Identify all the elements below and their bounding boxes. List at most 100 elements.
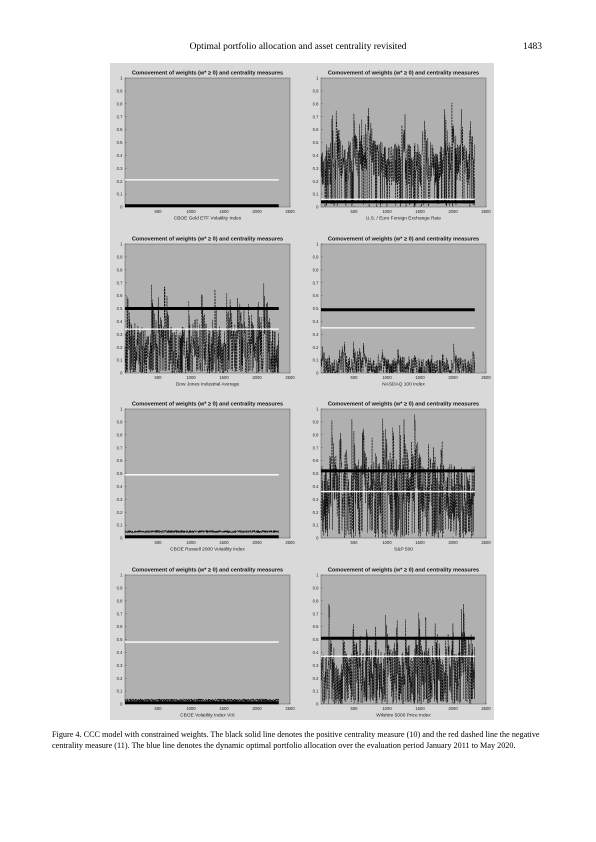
chart-svg: Comovement of weights (w* ≥ 0) and centr…: [313, 402, 492, 553]
y-tick-label: 0.9: [313, 89, 319, 94]
y-tick-label: 1: [120, 573, 123, 578]
y-tick-label: 0.5: [117, 637, 123, 642]
x-tick-label: 1500: [415, 375, 425, 380]
chart-svg: Comovement of weights (w* ≥ 0) and centr…: [117, 402, 296, 553]
x-tick-label: 500: [351, 706, 359, 711]
x-tick-label: 2500: [285, 209, 295, 214]
y-tick-label: 0.8: [313, 432, 319, 437]
y-tick-label: 0.1: [117, 523, 123, 528]
y-tick-label: 0.6: [313, 458, 319, 463]
running-title: Optimal portfolio allocation and asset c…: [189, 42, 407, 52]
y-tick-label: 1: [316, 242, 319, 247]
x-tick-label: 500: [155, 540, 163, 545]
x-tick-label: 2500: [285, 706, 295, 711]
plot-6: Comovement of weights (w* ≥ 0) and centr…: [308, 397, 494, 555]
chart-title: Comovement of weights (w* ≥ 0) and centr…: [132, 71, 283, 77]
chart-svg: Comovement of weights (w* ≥ 0) and centr…: [313, 237, 492, 388]
plot-5: Comovement of weights (w* ≥ 0) and centr…: [112, 397, 298, 555]
y-tick-label: 0.5: [117, 471, 123, 476]
y-tick-label: 0.3: [313, 663, 319, 668]
plot-1: Comovement of weights (w* ≥ 0) and centr…: [112, 66, 298, 224]
x-tick-label: 1500: [415, 706, 425, 711]
y-tick-label: 1: [316, 573, 319, 578]
x-tick-label: 1500: [219, 706, 229, 711]
weight-series-line: [320, 102, 475, 208]
y-tick-label: 0.3: [117, 663, 123, 668]
y-tick-label: 0.8: [117, 101, 123, 106]
x-tick-label: 2000: [252, 706, 262, 711]
y-tick-label: 0.6: [117, 293, 123, 298]
y-tick-label: 1: [316, 76, 319, 81]
y-tick-label: 0.3: [313, 166, 319, 171]
y-tick-label: 0: [120, 371, 123, 376]
chart-title: Comovement of weights (w* ≥ 0) and centr…: [132, 402, 283, 408]
y-tick-label: 1: [316, 407, 319, 412]
y-tick-label: 0.2: [313, 510, 319, 515]
y-tick-label: 0.4: [117, 650, 123, 655]
plot-4: Comovement of weights (w* ≥ 0) and centr…: [308, 232, 494, 390]
y-tick-label: 0.4: [313, 484, 319, 489]
y-tick-label: 0.6: [117, 624, 123, 629]
x-tick-label: 1000: [186, 540, 196, 545]
y-tick-label: 0.7: [313, 611, 319, 616]
x-tick-label: 2500: [481, 540, 491, 545]
page-number: 1483: [523, 42, 542, 52]
chart-title: Comovement of weights (w* ≥ 0) and centr…: [328, 568, 479, 574]
y-tick-label: 0.3: [313, 332, 319, 337]
y-tick-label: 1: [120, 407, 123, 412]
y-tick-label: 0.1: [117, 358, 123, 363]
x-tick-label: 2500: [285, 540, 295, 545]
x-tick-label: 500: [351, 375, 359, 380]
y-tick-label: 1: [120, 242, 123, 247]
x-axis-label: CBOE Russell 2000 Volatility Index: [170, 547, 245, 553]
x-axis-label: NASDAQ 100 Index: [382, 382, 425, 388]
weight-series-line: [320, 603, 475, 704]
x-tick-label: 2000: [252, 540, 262, 545]
x-tick-label: 1000: [382, 706, 392, 711]
x-tick-label: 1000: [186, 375, 196, 380]
y-tick-label: 0.6: [117, 127, 123, 132]
y-tick-label: 0: [120, 205, 123, 210]
plot-3: Comovement of weights (w* ≥ 0) and centr…: [112, 232, 298, 390]
x-axis-label: CBOE Volatility Index VIX: [180, 713, 235, 719]
chart-svg: Comovement of weights (w* ≥ 0) and centr…: [117, 237, 296, 388]
y-tick-label: 0.5: [117, 140, 123, 145]
x-tick-label: 2500: [481, 375, 491, 380]
x-tick-label: 2000: [252, 375, 262, 380]
plot-area: [124, 574, 291, 705]
y-tick-label: 0.1: [313, 358, 319, 363]
y-tick-label: 0.4: [117, 319, 123, 324]
x-tick-label: 1000: [382, 540, 392, 545]
y-tick-label: 0.6: [313, 127, 319, 132]
y-tick-label: 0.6: [117, 458, 123, 463]
x-tick-label: 2500: [285, 375, 295, 380]
x-tick-label: 1500: [219, 375, 229, 380]
y-tick-label: 0.8: [117, 432, 123, 437]
weight-series-line: [320, 414, 475, 539]
x-tick-label: 1500: [415, 209, 425, 214]
y-tick-label: 0.1: [313, 523, 319, 528]
y-tick-label: 0.2: [313, 676, 319, 681]
y-tick-label: 0.7: [117, 611, 123, 616]
y-tick-label: 0.2: [117, 676, 123, 681]
x-tick-label: 1000: [382, 209, 392, 214]
chart-svg: Comovement of weights (w* ≥ 0) and centr…: [117, 71, 296, 222]
x-tick-label: 2000: [448, 706, 458, 711]
chart-svg: Comovement of weights (w* ≥ 0) and centr…: [313, 71, 492, 222]
y-tick-label: 0.5: [313, 140, 319, 145]
y-tick-label: 0.8: [117, 598, 123, 603]
y-tick-label: 0.4: [313, 153, 319, 158]
y-tick-label: 0.1: [313, 689, 319, 694]
y-tick-label: 0.8: [313, 598, 319, 603]
x-tick-label: 500: [155, 706, 163, 711]
y-tick-label: 0.2: [117, 510, 123, 515]
y-tick-label: 0.7: [313, 114, 319, 119]
plot-area: [124, 77, 291, 208]
chart-svg: Comovement of weights (w* ≥ 0) and centr…: [117, 568, 296, 719]
weight-series-line: [124, 529, 279, 534]
chart-title: Comovement of weights (w* ≥ 0) and centr…: [328, 71, 479, 77]
y-tick-label: 0.7: [117, 445, 123, 450]
y-tick-label: 0.6: [313, 624, 319, 629]
y-tick-label: 0.6: [313, 293, 319, 298]
y-tick-label: 0: [316, 371, 319, 376]
